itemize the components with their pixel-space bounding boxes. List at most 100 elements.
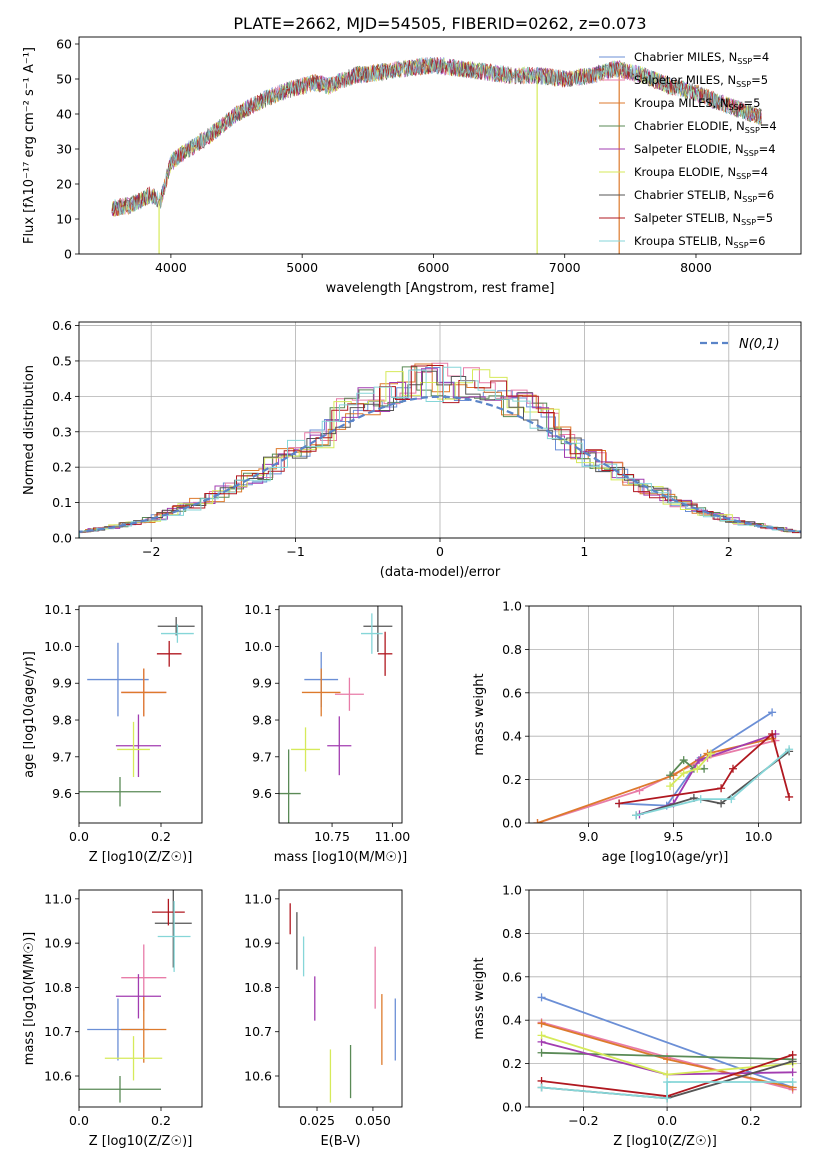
weight-lines <box>537 993 797 1103</box>
x-tick-label: 7000 <box>549 260 581 275</box>
legend-label: N(0,1) <box>739 337 780 352</box>
y-axis-label: Flux [fλ10⁻¹⁷ erg cm⁻² s⁻¹ A⁻¹] <box>22 47 37 244</box>
x-tick-label: 10.0 <box>745 829 773 844</box>
weight-point <box>788 1068 797 1077</box>
grid-lines <box>529 605 801 824</box>
x-axis-label: E(B-V) <box>320 1134 360 1149</box>
y-axis-label: mass [log10(M/M☉)] <box>22 932 37 1065</box>
x-tick-label: 0.0 <box>69 1113 89 1128</box>
y-tick-label: 0.6 <box>502 685 522 700</box>
y-tick-label: 0.8 <box>502 642 522 657</box>
plot-area <box>279 606 393 823</box>
plot-area <box>533 708 794 823</box>
chart-mass_vs_EBV: 0.025 0.050 10.6 10.7 10.8 10.9 11.0 E(B-V) <box>244 889 403 1149</box>
y-tick-label: 10.9 <box>244 936 272 951</box>
x-tick-label: 0.025 <box>299 1113 335 1128</box>
y-tick-label: 11.0 <box>44 891 72 906</box>
weight-point <box>663 1070 672 1079</box>
chart-age_vs_mass: 10.75 11.00 9.6 9.7 9.8 9.9 10.0 10.1 mass [log1… <box>244 602 410 865</box>
y-axis-label: mass weight <box>472 957 487 1039</box>
weight-point <box>717 799 726 808</box>
y-tick-label: 9.7 <box>52 749 72 764</box>
weight-point <box>768 708 777 717</box>
weight-point <box>695 756 703 765</box>
x-tick-label: 0.0 <box>69 829 89 844</box>
axes-frame <box>78 889 203 1108</box>
weight-point <box>663 1078 672 1087</box>
weight-point <box>663 1094 672 1103</box>
y-tick-label: 0.0 <box>502 816 522 831</box>
legend-label: Chabrier MILES, NSSP=4 <box>634 50 769 66</box>
weight-point <box>537 1031 546 1040</box>
error-bars <box>79 890 192 1103</box>
y-tick-label: 0.4 <box>502 729 522 744</box>
legend-label: Salpeter MILES, NSSP=5 <box>634 73 768 89</box>
legend-label: Kroupa STELIB, NSSP=6 <box>634 234 765 250</box>
chart-residuals: −2 −1 0 1 2 0.0 0.1 0.2 0.3 0.4 0.5 0.6 N(0,1) (data-… <box>22 318 802 580</box>
y-tick-label: 10.0 <box>44 639 72 654</box>
weight-series-line <box>541 1051 793 1061</box>
y-tick-label: 9.6 <box>52 786 72 801</box>
weight-point <box>537 1019 546 1028</box>
x-tick-label: 9.5 <box>664 829 684 844</box>
y-tick-label: 0.4 <box>52 389 72 404</box>
y-tick-label: 0.2 <box>502 772 522 787</box>
y-tick-label: 9.6 <box>252 786 272 801</box>
x-tick-label: 9.0 <box>579 829 599 844</box>
y-tick-label: 0.2 <box>502 1056 522 1071</box>
plot-area <box>79 890 192 1103</box>
x-axis-label: (data-model)/error <box>380 565 501 580</box>
x-axis-label: mass [log10(M/M☉)] <box>274 850 407 865</box>
x-axis-label: Z [log10(Z/Z☉)] <box>89 850 193 865</box>
x-tick-label: 0.2 <box>151 1113 171 1128</box>
spectrum-legend: Chabrier MILES, NSSP=4 Salpeter MILES, NS… <box>599 50 777 250</box>
weight-point <box>727 795 736 804</box>
y-tick-label: 0.8 <box>502 926 522 941</box>
y-tick-label: 0 <box>64 247 72 262</box>
legend-label: Chabrier STELIB, NSSP=6 <box>634 188 774 204</box>
x-tick-label: 6000 <box>418 260 450 275</box>
x-tick-label: 8000 <box>680 260 712 275</box>
legend-label: Kroupa MILES, NSSP=5 <box>634 96 760 112</box>
legend-label: Kroupa ELODIE, NSSP=4 <box>634 165 768 181</box>
weight-point <box>666 782 675 791</box>
y-tick-label: 10 <box>56 212 72 227</box>
y-tick-label: 0.0 <box>502 1100 522 1115</box>
y-tick-label: 10.8 <box>244 980 272 995</box>
x-tick-label: 0.050 <box>355 1113 391 1128</box>
x-axis-label: wavelength [Angstrom, rest frame] <box>326 281 555 296</box>
weight-point <box>666 771 675 780</box>
plot-area <box>537 993 797 1103</box>
y-tick-label: 10.6 <box>244 1069 272 1084</box>
chart-weight_vs_age: 9.0 9.5 10.0 0.0 0.2 0.4 0.6 0.8 1.0 age [log10(a… <box>472 599 802 865</box>
weight-series-line <box>669 752 712 787</box>
weight-point <box>693 764 702 773</box>
weight-point <box>533 819 542 823</box>
spectrum-lines <box>111 56 762 254</box>
figure-title: PLATE=2662, MJD=54505, FIBERID=0262, z=0… <box>233 14 646 33</box>
y-tick-label: 10.7 <box>44 1024 72 1039</box>
y-tick-label: 10.7 <box>244 1024 272 1039</box>
y-tick-label: 11.0 <box>244 891 272 906</box>
x-tick-label: 10.75 <box>314 829 350 844</box>
weight-point <box>788 1050 797 1059</box>
y-tick-label: 50 <box>56 72 72 87</box>
axes-frame <box>78 36 802 255</box>
weight-point <box>537 1048 546 1057</box>
legend-label: Salpeter STELIB, NSSP=5 <box>634 211 773 227</box>
y-tick-label: 1.0 <box>502 599 522 614</box>
x-tick-label: −0.2 <box>568 1113 598 1128</box>
weight-point <box>615 799 624 808</box>
axes-frame <box>78 605 203 824</box>
axes-frame <box>278 605 403 824</box>
plot-area <box>111 56 762 254</box>
weight-point <box>632 811 641 820</box>
x-axis-label: Z [log10(Z/Z☉)] <box>613 1134 717 1149</box>
error-bars <box>289 903 396 1103</box>
error-bars <box>279 606 393 823</box>
x-tick-label: 4000 <box>155 260 187 275</box>
weight-series-line <box>541 1081 793 1100</box>
weight-series-line <box>635 748 790 817</box>
x-tick-label: 1 <box>580 544 588 559</box>
